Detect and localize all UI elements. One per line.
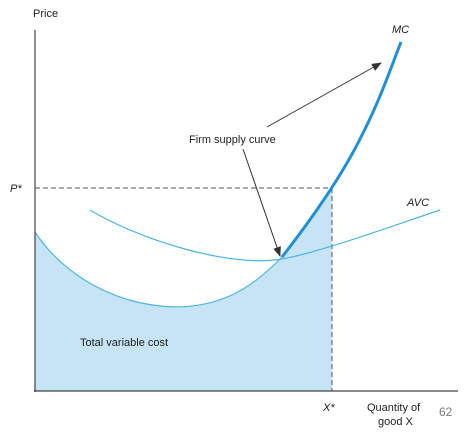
shaded-area-label: Total variable cost — [80, 337, 168, 349]
avc-curve — [89, 209, 441, 262]
y-axis-label: Price — [33, 8, 58, 20]
mc-label: MC — [392, 24, 409, 36]
avc-label: AVC — [406, 197, 429, 209]
slide-number: 62 — [439, 405, 453, 419]
firm-supply-curve — [280, 41, 403, 258]
arrow-to-supply-start — [242, 148, 281, 257]
x-axis-label-line2: good X — [378, 416, 414, 428]
total-variable-cost-area — [35, 188, 332, 391]
price-marker-label: P* — [10, 183, 22, 195]
arrow-to-mc — [266, 62, 382, 128]
x-axis-label-line1: Quantity of — [367, 402, 421, 414]
mc-curve — [34, 231, 283, 308]
quantity-marker-label: X* — [322, 402, 335, 414]
annotation-label: Firm supply curve — [189, 134, 276, 146]
